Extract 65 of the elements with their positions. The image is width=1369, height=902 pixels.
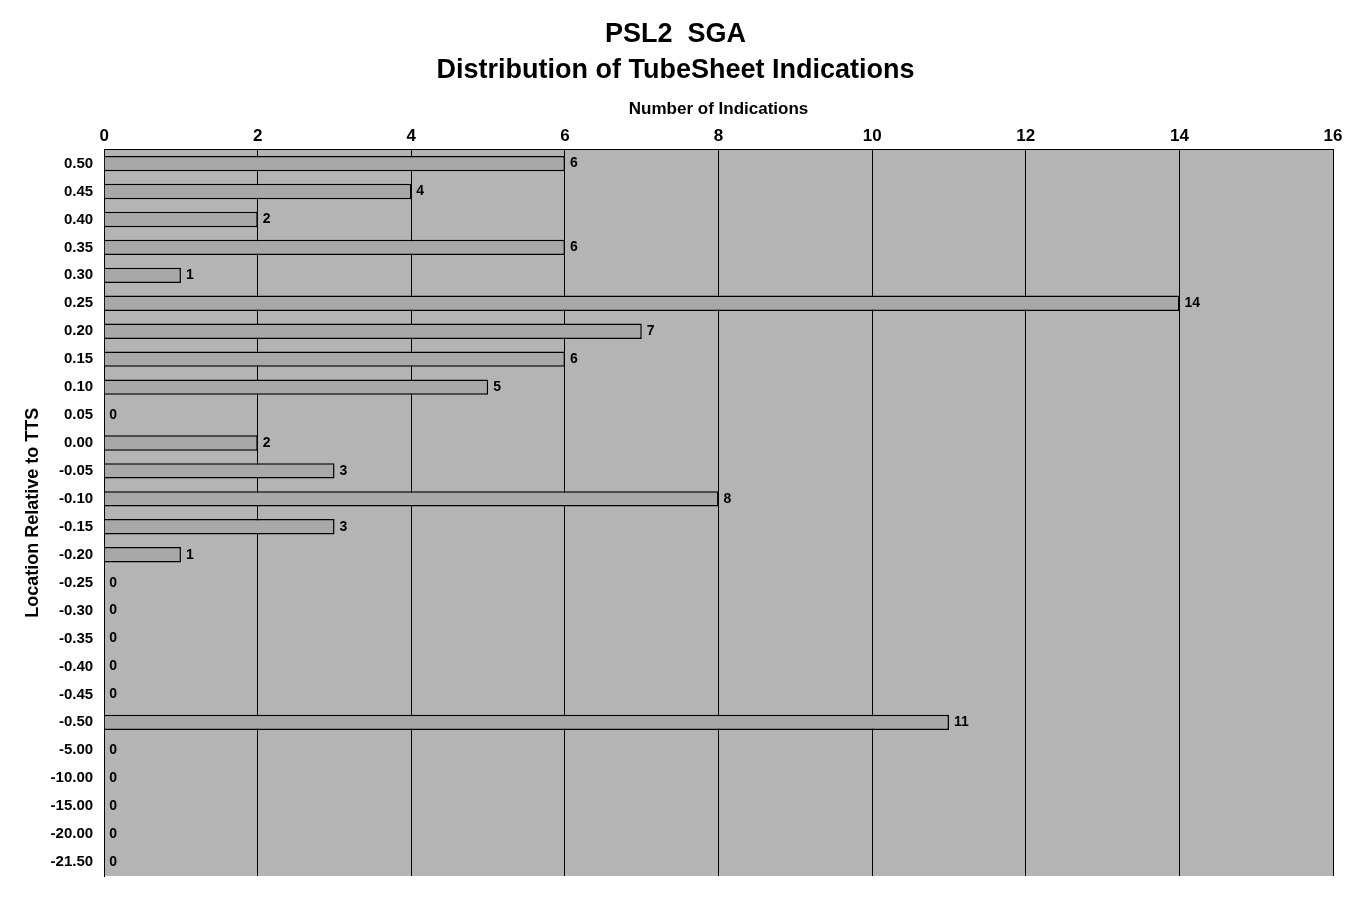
y-tick-label: 0.00 (63, 433, 94, 451)
y-tick-label: -0.30 (58, 600, 94, 618)
data-label: 4 (416, 182, 425, 199)
x-tick-label: 8 (713, 126, 724, 146)
y-tick-label: -0.35 (58, 628, 94, 646)
data-label: 14 (1184, 294, 1201, 311)
data-label: 0 (109, 405, 118, 422)
y-tick-label: -0.15 (58, 516, 94, 534)
x-tick-label: 0 (99, 126, 109, 146)
data-label: 1 (185, 545, 194, 562)
y-tick-label: -20.00 (50, 824, 94, 842)
y-tick-label: -0.05 (58, 461, 94, 479)
data-label: 5 (493, 377, 502, 394)
y-tick-label: 0.05 (63, 405, 94, 423)
y-tick-label: -0.50 (58, 712, 94, 730)
data-label: 0 (109, 741, 118, 758)
y-tick-label: -0.10 (58, 488, 94, 506)
x-tick-label: 12 (1016, 126, 1036, 146)
data-label: 1 (185, 266, 194, 283)
y-tick-label: -0.20 (58, 544, 94, 562)
y-tick-label: -0.45 (58, 684, 94, 702)
data-label: 6 (569, 350, 578, 366)
data-label: 3 (339, 517, 348, 534)
data-label: 0 (109, 685, 118, 702)
x-axis-title: Number of Indications (628, 98, 809, 118)
chart-title: PSL2 SGA (604, 17, 747, 48)
data-label: 0 (109, 797, 118, 814)
y-tick-label: 0.40 (63, 209, 94, 227)
y-tick-label: 0.30 (63, 265, 94, 283)
data-label: 0 (109, 629, 118, 646)
y-tick-label: 0.50 (63, 153, 94, 171)
y-axis-title: Location Relative to TTS (21, 407, 42, 618)
data-label: 11 (953, 713, 969, 730)
chart-subtitle: Distribution of TubeSheet Indications (436, 54, 915, 85)
x-tick-label: 14 (1169, 126, 1190, 146)
x-tick-label: 6 (560, 126, 570, 146)
x-tick-label: 10 (862, 126, 882, 146)
x-tick-label: 2 (253, 126, 263, 146)
data-label: 6 (569, 238, 578, 255)
data-label: 7 (646, 322, 655, 339)
y-tick-label: -10.00 (50, 768, 94, 786)
data-label: 6 (569, 154, 578, 171)
y-tick-label: -15.00 (50, 796, 94, 814)
data-label: 0 (109, 601, 118, 618)
x-tick-label: 4 (406, 126, 417, 146)
y-tick-label: 0.20 (63, 321, 94, 339)
y-tick-label: -0.25 (58, 572, 94, 590)
y-tick-label: 0.45 (63, 181, 94, 199)
x-tick-label: 16 (1323, 126, 1343, 146)
data-label: 0 (109, 657, 118, 674)
y-tick-label: 0.10 (63, 377, 94, 395)
data-label: 2 (262, 210, 271, 227)
data-label: 2 (262, 433, 271, 450)
data-label: 8 (723, 489, 732, 506)
y-tick-label: -0.40 (58, 656, 94, 674)
data-label: 3 (339, 461, 348, 478)
data-label: 0 (109, 824, 118, 841)
y-tick-label: 0.25 (63, 293, 94, 311)
data-label: 0 (109, 769, 118, 786)
y-tick-label: -5.00 (58, 740, 94, 758)
y-tick-label: 0.35 (63, 237, 94, 255)
data-label: 0 (109, 573, 118, 590)
y-tick-label: -21.50 (50, 852, 94, 870)
data-label: 0 (109, 852, 118, 869)
y-tick-label: 0.15 (63, 349, 94, 367)
